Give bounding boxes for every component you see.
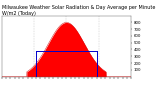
Text: Milwaukee Weather Solar Radiation & Day Average per Minute W/m2 (Today): Milwaukee Weather Solar Radiation & Day … xyxy=(2,5,155,16)
